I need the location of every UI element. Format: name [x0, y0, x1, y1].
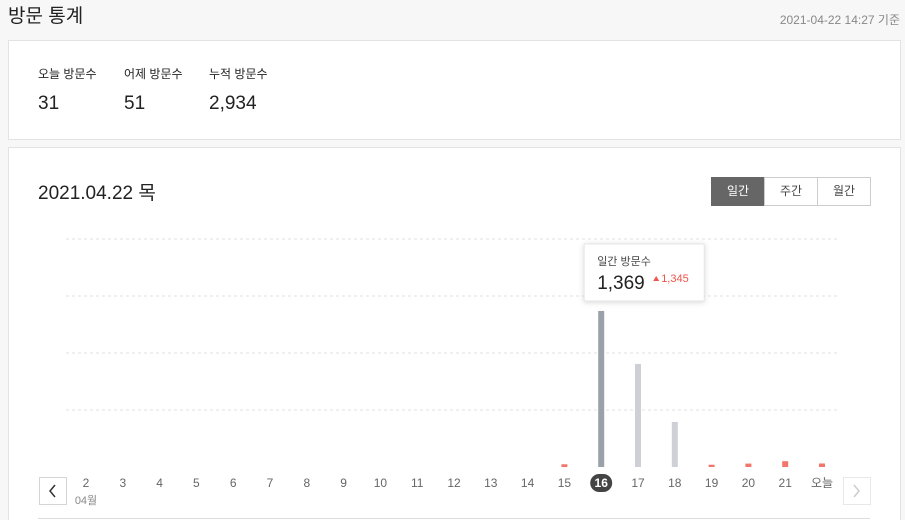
x-tick-label[interactable]: 11 — [411, 476, 424, 490]
bar[interactable] — [561, 464, 568, 467]
next-icon[interactable] — [853, 484, 860, 498]
x-tick-label[interactable]: 18 — [668, 476, 682, 490]
tooltip-value: 1,369 — [597, 273, 645, 294]
next-button[interactable] — [843, 477, 871, 505]
prev-button[interactable] — [39, 477, 67, 505]
tab[interactable] — [764, 177, 818, 206]
x-tick-label[interactable]: 6 — [230, 476, 237, 490]
tab[interactable] — [711, 177, 765, 206]
tooltip-change: 1,345 — [661, 273, 689, 285]
bar[interactable] — [782, 461, 789, 467]
selected-pill — [590, 474, 613, 492]
x-tick-label[interactable]: 9 — [340, 476, 347, 490]
tab-label[interactable]: 월간 — [833, 184, 855, 198]
chart-date: 2021.04.22 목 — [38, 183, 156, 204]
x-tick-label[interactable]: 오늘 — [811, 476, 833, 490]
prev-box[interactable] — [39, 477, 67, 505]
month-label: 04월 — [75, 494, 97, 507]
stat-label: 오늘 방문수 — [38, 67, 97, 81]
tab[interactable] — [817, 177, 871, 206]
stat-value: 2,934 — [209, 93, 257, 114]
x-tick-label[interactable]: 14 — [521, 476, 535, 490]
stat-label: 누적 방문수 — [209, 67, 268, 81]
x-tick-label[interactable]: 12 — [447, 476, 461, 490]
bar[interactable] — [819, 463, 825, 467]
x-tick-label[interactable]: 20 — [742, 476, 756, 490]
stat-value: 31 — [38, 93, 59, 114]
chart-card — [8, 147, 901, 520]
tooltip-box — [583, 243, 705, 302]
x-tick-label[interactable]: 4 — [156, 476, 163, 490]
tab-label[interactable]: 일간 — [727, 184, 749, 198]
x-tick-label[interactable]: 16 — [595, 476, 609, 490]
prev-icon[interactable] — [49, 484, 56, 498]
x-tick-label[interactable]: 17 — [631, 476, 645, 490]
stats-card — [8, 40, 901, 140]
bar[interactable] — [745, 463, 752, 467]
x-tick-label[interactable]: 21 — [779, 476, 793, 490]
timestamp: 2021-04-22 14:27 기준 — [780, 13, 900, 27]
next-box[interactable] — [843, 477, 871, 505]
bar[interactable] — [671, 421, 678, 467]
bar[interactable] — [708, 464, 715, 467]
x-tick-label[interactable]: 8 — [303, 476, 310, 490]
x-tick-label[interactable]: 19 — [705, 476, 719, 490]
page-title: 방문 통계 — [8, 5, 83, 27]
x-tick-label[interactable]: 15 — [558, 476, 572, 490]
x-tick-label[interactable]: 2 — [83, 476, 90, 490]
tab-label[interactable]: 주간 — [780, 184, 802, 198]
x-tick-label[interactable]: 3 — [119, 476, 126, 490]
bar[interactable] — [635, 363, 641, 467]
change-arrow — [653, 276, 660, 281]
stat-label: 어제 방문수 — [124, 67, 183, 81]
x-tick-label[interactable]: 7 — [267, 476, 274, 490]
bar[interactable] — [598, 310, 605, 467]
x-tick-label[interactable]: 5 — [193, 476, 200, 490]
stat-value: 51 — [124, 93, 145, 114]
tooltip-title: 일간 방문수 — [597, 254, 651, 268]
x-tick-label[interactable]: 10 — [374, 476, 388, 490]
x-tick-label[interactable]: 13 — [484, 476, 498, 490]
